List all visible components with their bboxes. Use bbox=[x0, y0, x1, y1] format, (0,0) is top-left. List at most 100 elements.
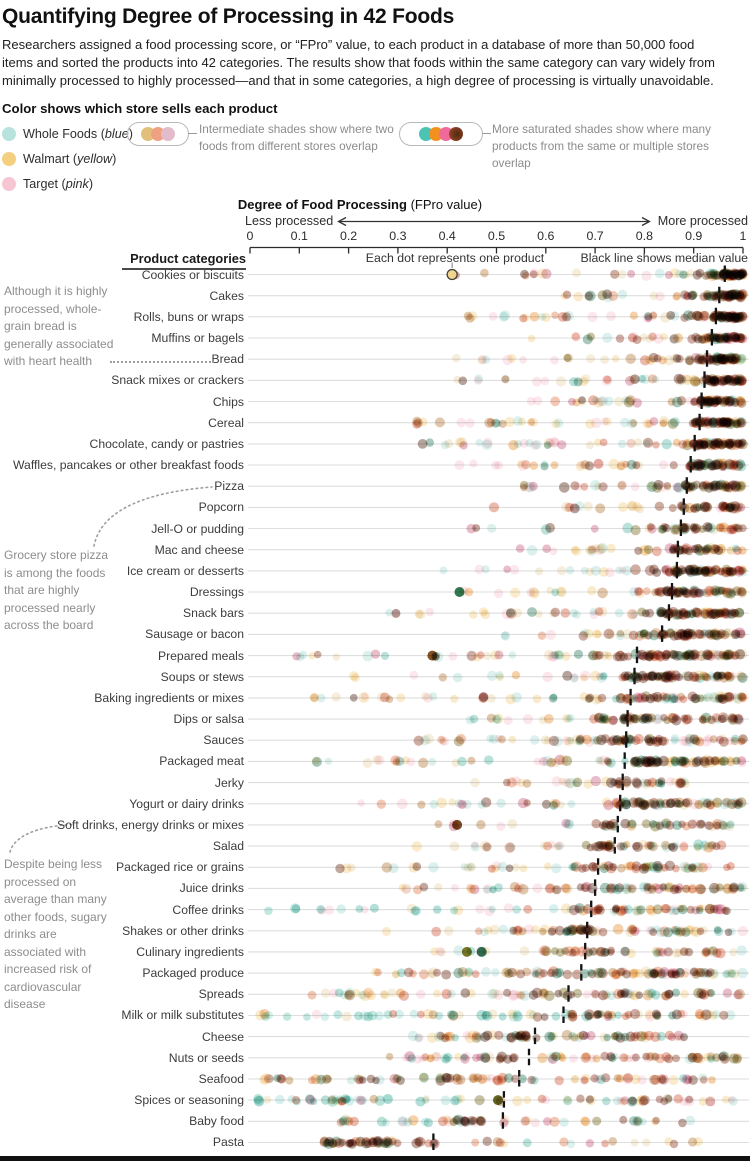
product-dot bbox=[720, 269, 731, 279]
product-dot bbox=[725, 502, 735, 513]
product-dot bbox=[718, 524, 728, 533]
product-dot bbox=[478, 354, 488, 364]
product-dot bbox=[503, 988, 512, 997]
category-label: Sausage or bacon bbox=[145, 627, 244, 642]
product-dot bbox=[544, 1031, 555, 1043]
product-dot bbox=[495, 671, 504, 680]
overlap-dot bbox=[449, 127, 463, 141]
product-dot bbox=[730, 737, 739, 746]
product-dot bbox=[562, 670, 573, 681]
product-dot bbox=[580, 482, 589, 491]
product-dot bbox=[705, 1096, 716, 1107]
product-dot bbox=[333, 1010, 343, 1020]
product-dot bbox=[409, 969, 417, 978]
product-dot bbox=[475, 904, 485, 914]
product-dot bbox=[640, 545, 651, 557]
product-dot bbox=[651, 946, 661, 956]
product-dot bbox=[517, 778, 526, 788]
product-dot bbox=[679, 270, 688, 279]
product-dot bbox=[448, 798, 456, 806]
product-dot bbox=[580, 1073, 591, 1084]
product-dot bbox=[721, 482, 731, 492]
product-dot bbox=[580, 969, 590, 979]
product-dot bbox=[712, 671, 723, 682]
product-dot bbox=[736, 269, 746, 279]
product-dot bbox=[612, 355, 620, 363]
product-dot bbox=[656, 1031, 666, 1041]
product-dot bbox=[733, 990, 743, 1000]
product-dot bbox=[263, 1095, 272, 1104]
product-dot bbox=[624, 1011, 633, 1019]
product-dot bbox=[331, 692, 341, 702]
product-dot bbox=[630, 1032, 639, 1042]
product-dot bbox=[704, 397, 714, 407]
product-dot bbox=[567, 800, 576, 809]
product-dot bbox=[595, 503, 606, 514]
product-dot bbox=[487, 523, 497, 533]
product-dot bbox=[523, 904, 533, 914]
product-dot bbox=[551, 776, 562, 787]
product-dot bbox=[359, 1011, 370, 1021]
product-dot bbox=[698, 1073, 708, 1083]
product-dot bbox=[349, 693, 358, 702]
product-dot bbox=[307, 990, 317, 1000]
product-dot bbox=[554, 418, 564, 428]
product-dot bbox=[669, 650, 679, 659]
product-dot bbox=[579, 377, 589, 387]
product-dot bbox=[607, 737, 616, 746]
product-dot bbox=[655, 291, 665, 302]
product-dot bbox=[697, 969, 706, 978]
product-dot bbox=[474, 564, 484, 575]
product-dot bbox=[631, 777, 642, 788]
product-dot bbox=[671, 948, 682, 958]
product-dot bbox=[549, 1116, 560, 1127]
product-dot bbox=[677, 927, 686, 937]
product-dot bbox=[291, 1095, 301, 1105]
product-dot bbox=[717, 460, 728, 471]
product-dot bbox=[572, 398, 581, 407]
product-dot bbox=[691, 906, 700, 915]
product-dot bbox=[708, 1076, 716, 1084]
product-dot bbox=[650, 1074, 661, 1085]
product-dot bbox=[601, 1139, 609, 1148]
product-dot bbox=[690, 819, 701, 829]
category-label: Cereal bbox=[208, 415, 244, 430]
product-dot bbox=[664, 355, 675, 366]
product-dot bbox=[649, 564, 659, 575]
product-dot bbox=[488, 311, 498, 321]
product-dot bbox=[275, 1094, 285, 1105]
product-dot bbox=[360, 990, 371, 1001]
product-dot bbox=[634, 438, 643, 447]
product-dot bbox=[729, 969, 740, 979]
product-dot bbox=[617, 289, 628, 299]
category-label: Milk or milk substitutes bbox=[121, 1008, 244, 1023]
product-dot bbox=[728, 1096, 736, 1104]
product-dot bbox=[416, 989, 426, 999]
product-dot bbox=[460, 1054, 470, 1064]
product-dot bbox=[594, 482, 602, 490]
product-dot bbox=[591, 819, 601, 829]
product-dot bbox=[736, 311, 744, 320]
product-dot bbox=[535, 567, 543, 576]
product-dot bbox=[507, 819, 518, 829]
category-label: Packaged meat bbox=[159, 754, 244, 769]
product-dot bbox=[628, 1096, 637, 1105]
product-dot bbox=[490, 864, 500, 873]
product-dot bbox=[435, 1073, 446, 1084]
product-dot bbox=[593, 926, 602, 935]
product-dot bbox=[685, 1115, 696, 1126]
product-dot bbox=[408, 862, 419, 873]
product-dot bbox=[715, 904, 727, 915]
product-dot bbox=[559, 482, 570, 493]
product-dot bbox=[681, 1074, 693, 1085]
product-dot bbox=[706, 946, 715, 956]
category-label: Ice cream or desserts bbox=[126, 563, 244, 578]
product-dot bbox=[706, 758, 716, 768]
product-dot bbox=[649, 928, 658, 937]
product-dot bbox=[610, 1052, 619, 1061]
category-label: Baking ingredients or mixes bbox=[94, 690, 244, 705]
product-dot bbox=[590, 775, 601, 787]
product-dot bbox=[371, 967, 381, 977]
product-dot bbox=[520, 1030, 531, 1041]
product-dot bbox=[519, 864, 528, 873]
